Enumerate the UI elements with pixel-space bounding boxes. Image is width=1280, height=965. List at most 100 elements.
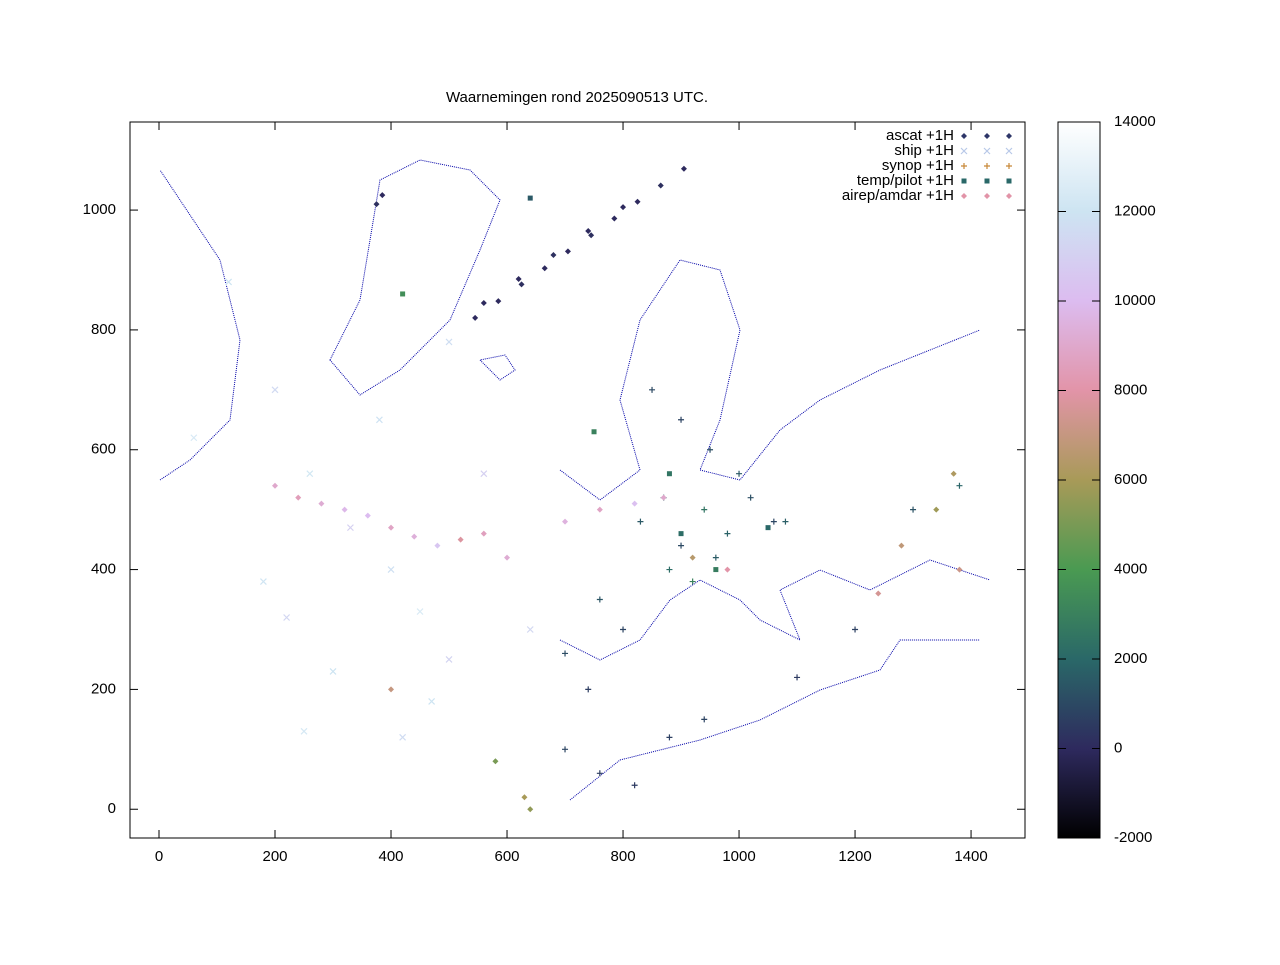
point — [634, 198, 641, 205]
coast — [559, 259, 981, 501]
point — [472, 314, 479, 321]
point — [388, 524, 395, 531]
colorbar-tick-label: 6000 — [1114, 471, 1147, 488]
legend-symbol — [960, 147, 1013, 155]
point — [259, 578, 267, 585]
point — [399, 733, 407, 741]
point — [666, 566, 673, 573]
point — [794, 674, 801, 681]
point — [526, 626, 534, 633]
point — [379, 192, 386, 199]
chart-title: Waarnemingen rond 2025090513 UTC. — [446, 89, 708, 106]
point — [492, 758, 499, 765]
point — [416, 608, 424, 615]
point — [956, 566, 963, 573]
point — [960, 147, 968, 155]
point — [724, 530, 731, 537]
point — [527, 195, 533, 201]
point — [329, 668, 337, 675]
point — [637, 518, 644, 525]
colorbar-tick-label: -2000 — [1114, 829, 1152, 846]
point — [596, 596, 603, 603]
point — [956, 482, 963, 489]
point — [1006, 178, 1012, 184]
colorbar-tick-label: 8000 — [1114, 381, 1147, 398]
point — [736, 470, 743, 477]
point — [620, 626, 627, 633]
point — [588, 232, 595, 239]
point — [596, 770, 603, 777]
point — [984, 163, 990, 169]
point — [782, 518, 789, 525]
x-tick-label: 200 — [262, 848, 287, 865]
point — [373, 201, 380, 208]
point — [713, 567, 719, 573]
point — [428, 697, 436, 705]
point — [541, 265, 548, 272]
point — [666, 471, 672, 477]
point — [272, 482, 279, 489]
point — [364, 512, 371, 519]
point — [387, 566, 395, 573]
point — [852, 626, 859, 633]
point — [550, 252, 557, 259]
y-tick-label: 400 — [91, 561, 116, 578]
point — [631, 500, 638, 507]
coast — [329, 159, 501, 396]
point — [562, 746, 569, 753]
x-tick-label: 1400 — [954, 848, 987, 865]
colorbar-tick-label: 2000 — [1114, 650, 1147, 667]
point — [678, 531, 684, 537]
point — [480, 530, 487, 537]
point — [318, 500, 325, 507]
point — [984, 193, 990, 199]
point — [295, 494, 302, 501]
point — [712, 554, 719, 561]
legend-symbol — [961, 133, 1012, 139]
coast — [478, 354, 516, 381]
point — [562, 518, 569, 525]
point — [961, 133, 967, 139]
point — [910, 506, 917, 513]
point — [504, 554, 511, 561]
point — [631, 782, 638, 789]
legend-label: airep/amdar +1H — [842, 187, 954, 204]
series — [562, 386, 963, 789]
coast — [159, 169, 241, 481]
point — [765, 525, 771, 531]
point — [341, 506, 348, 513]
point — [562, 650, 569, 657]
point — [190, 434, 198, 442]
colorbar-tick-label: 10000 — [1114, 292, 1156, 309]
point — [585, 228, 592, 235]
point — [701, 716, 708, 723]
point — [400, 291, 406, 297]
point — [678, 542, 685, 549]
point — [984, 133, 990, 139]
point — [933, 506, 940, 513]
point — [961, 193, 967, 199]
point — [747, 494, 754, 501]
point — [983, 147, 991, 155]
point — [1006, 193, 1012, 199]
point — [225, 278, 233, 286]
coast — [559, 559, 991, 661]
series — [373, 165, 687, 321]
point — [689, 554, 696, 561]
point — [445, 656, 453, 663]
colorbar-tick-label: 14000 — [1114, 113, 1156, 130]
colorbar-tick-label: 4000 — [1114, 560, 1147, 577]
point — [300, 727, 308, 735]
point — [620, 204, 627, 211]
coastlines — [159, 159, 991, 801]
point — [515, 275, 522, 282]
point — [898, 542, 905, 549]
y-tick-label: 200 — [91, 680, 116, 697]
point — [689, 578, 696, 585]
point — [388, 686, 395, 693]
point — [701, 506, 708, 513]
point — [611, 215, 618, 222]
point — [660, 494, 667, 501]
plot-frame — [129, 121, 1026, 839]
